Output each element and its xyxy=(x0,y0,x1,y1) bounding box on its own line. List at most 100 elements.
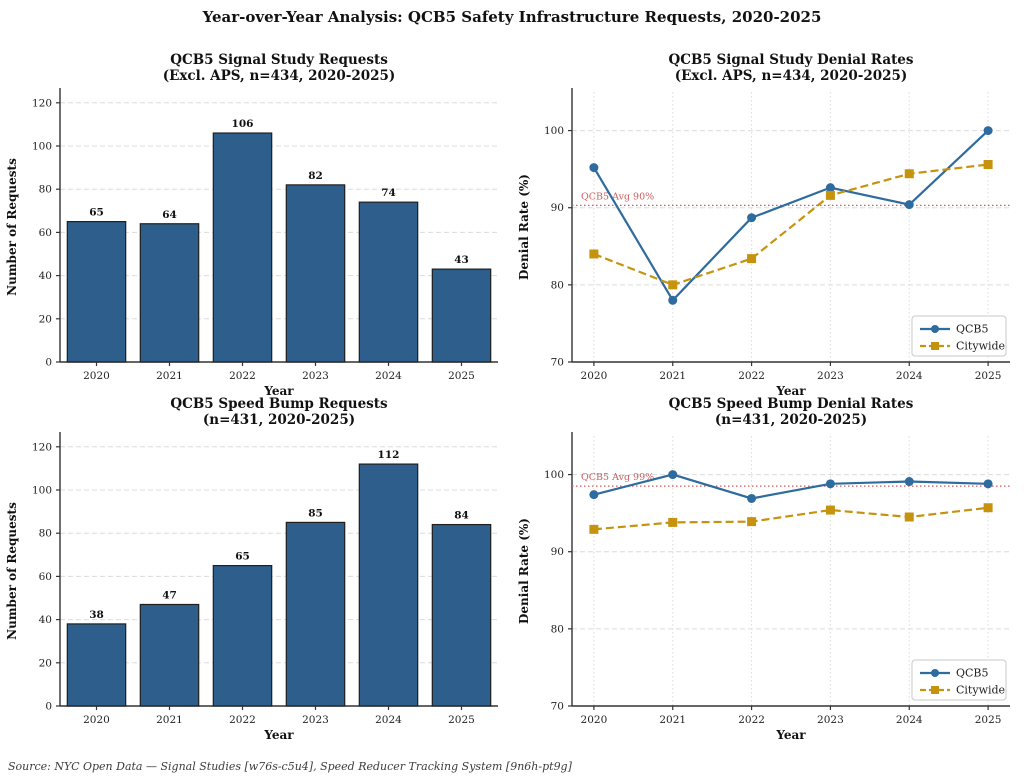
bar-value-label: 38 xyxy=(89,609,104,621)
citywide-point-2024 xyxy=(904,512,914,522)
chart-title: QCB5 Signal Study Denial Rates xyxy=(668,52,913,68)
panel-speed-bump-denial-rates: QCB5 Speed Bump Denial Rates (n=431, 2020… xyxy=(512,392,1024,746)
bar-value-label: 65 xyxy=(89,207,104,219)
y-tick-label: 90 xyxy=(551,546,564,558)
y-tick-label: 40 xyxy=(39,270,52,282)
bar-2025 xyxy=(431,268,492,363)
x-tick-label: 2025 xyxy=(448,714,475,726)
x-tick-label: 2020 xyxy=(581,714,608,726)
chart-signal-study-denial-rates: QCB5 Signal Study Denial Rates(Excl. APS… xyxy=(517,52,1010,398)
bar-value-label: 85 xyxy=(308,507,323,519)
y-tick-label: 70 xyxy=(551,357,564,369)
y-axis-label: Number of Requests xyxy=(5,158,19,296)
x-tick-label: 2022 xyxy=(229,370,256,382)
citywide-point-2020 xyxy=(589,524,599,534)
chart-subtitle: (Excl. APS, n=434, 2020-2025) xyxy=(675,68,908,84)
qcb5-point-2022 xyxy=(747,493,757,503)
citywide-point-2021 xyxy=(668,280,678,290)
bar-value-label: 112 xyxy=(378,449,400,461)
citywide-point-2022 xyxy=(747,517,757,527)
y-axis-label: Denial Rate (%) xyxy=(517,174,531,280)
y-tick-label: 100 xyxy=(544,125,564,137)
qcb5-point-2025 xyxy=(983,126,993,136)
y-tick-label: 20 xyxy=(39,313,52,325)
qcb5-point-2024 xyxy=(904,200,914,210)
x-tick-label: 2023 xyxy=(302,714,329,726)
bar-2024 xyxy=(358,463,419,707)
citywide-point-2025 xyxy=(983,503,993,513)
bar-value-label: 106 xyxy=(232,118,254,130)
panel-speed-bump-requests: QCB5 Speed Bump Requests (n=431, 2020-202… xyxy=(0,392,512,746)
qcb5-point-2021 xyxy=(668,295,678,305)
y-tick-label: 80 xyxy=(39,184,52,196)
y-tick-label: 60 xyxy=(39,227,52,239)
qcb5-point-2023 xyxy=(825,183,835,193)
qcb5-point-2025 xyxy=(983,479,993,489)
bar-value-label: 47 xyxy=(162,589,177,601)
y-tick-label: 100 xyxy=(32,141,52,153)
qcb5-point-2022 xyxy=(747,213,757,223)
bar-value-label: 84 xyxy=(454,510,469,522)
y-tick-label: 20 xyxy=(39,657,52,669)
x-axis-label: Year xyxy=(775,384,806,398)
y-axis-label: Number of Requests xyxy=(5,502,19,640)
x-tick-label: 2022 xyxy=(738,370,765,382)
x-tick-label: 2025 xyxy=(448,370,475,382)
series-line-citywide xyxy=(593,163,989,287)
bar-2020 xyxy=(66,221,127,363)
x-tick-label: 2021 xyxy=(659,370,686,382)
citywide-point-2022 xyxy=(747,254,757,264)
y-tick-label: 40 xyxy=(39,614,52,626)
x-tick-label: 2024 xyxy=(896,370,923,382)
x-tick-label: 2023 xyxy=(302,370,329,382)
bar-2024 xyxy=(358,201,419,363)
y-tick-label: 0 xyxy=(45,701,52,713)
x-tick-label: 2022 xyxy=(229,714,256,726)
series-line-qcb5 xyxy=(592,129,989,303)
citywide-point-2023 xyxy=(825,190,835,200)
bar-2022 xyxy=(212,132,273,363)
chart-speed-bump-denial-rates: QCB5 Speed Bump Denial Rates(n=431, 2020… xyxy=(517,396,1010,742)
page-title: Year-over-Year Analysis: QCB5 Safety Inf… xyxy=(202,8,822,26)
y-tick-label: 70 xyxy=(551,701,564,713)
citywide-point-2025 xyxy=(983,160,993,170)
y-tick-label: 0 xyxy=(45,357,52,369)
legend-label: Citywide xyxy=(956,340,1005,353)
y-tick-label: 80 xyxy=(39,528,52,540)
chart-speed-bump-requests: QCB5 Speed Bump Requests(n=431, 2020-202… xyxy=(5,396,498,742)
legend-marker xyxy=(931,669,939,677)
x-tick-label: 2020 xyxy=(83,370,110,382)
bar-value-label: 74 xyxy=(381,187,396,199)
x-tick-label: 2020 xyxy=(83,714,110,726)
x-tick-label: 2021 xyxy=(156,370,183,382)
y-tick-label: 120 xyxy=(32,441,52,453)
qcb5-point-2024 xyxy=(904,477,914,487)
y-tick-label: 80 xyxy=(551,623,564,635)
x-tick-label: 2025 xyxy=(975,714,1002,726)
source-note: Source: NYC Open Data — Signal Studies [… xyxy=(8,760,572,773)
x-tick-label: 2023 xyxy=(817,714,844,726)
x-axis-label: Year xyxy=(263,728,294,742)
panel-signal-study-denial-rates: QCB5 Signal Study Denial Rates (Excl. APS… xyxy=(512,48,1024,402)
x-tick-label: 2020 xyxy=(581,370,608,382)
citywide-point-2020 xyxy=(589,249,599,259)
chart-title: QCB5 Speed Bump Denial Rates xyxy=(669,396,914,412)
chart-subtitle: (n=431, 2020-2025) xyxy=(715,412,867,428)
x-tick-label: 2021 xyxy=(659,714,686,726)
bar-2025 xyxy=(431,523,492,707)
bar-value-label: 43 xyxy=(454,254,469,266)
citywide-point-2023 xyxy=(825,505,835,515)
y-tick-label: 100 xyxy=(544,469,564,481)
x-tick-label: 2022 xyxy=(738,714,765,726)
x-tick-label: 2024 xyxy=(375,370,402,382)
chart-subtitle: (n=431, 2020-2025) xyxy=(203,412,355,428)
bar-2021 xyxy=(139,223,200,363)
chart-signal-study-requests: QCB5 Signal Study Requests(Excl. APS, n=… xyxy=(5,52,498,398)
bar-2023 xyxy=(285,521,346,707)
x-axis-label: Year xyxy=(263,384,294,398)
legend-label: QCB5 xyxy=(956,323,989,336)
bar-value-label: 82 xyxy=(308,170,323,182)
legend-marker xyxy=(931,342,939,350)
legend-label: QCB5 xyxy=(956,667,989,680)
chart-title: QCB5 Speed Bump Requests xyxy=(170,396,388,412)
